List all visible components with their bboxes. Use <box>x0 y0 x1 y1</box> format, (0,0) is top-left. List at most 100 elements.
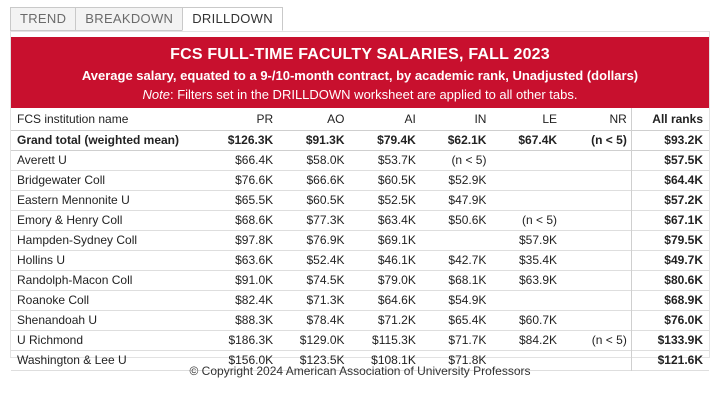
copyright-text: © Copyright 2024 American Association of… <box>189 364 531 378</box>
table-cell: $68.6K <box>235 213 274 227</box>
institution-name-cell: Shenandoah U <box>17 313 98 327</box>
institution-name-cell: Hollins U <box>17 253 66 267</box>
column-header[interactable]: AI <box>348 108 420 131</box>
table-cell: $57.2K <box>630 190 709 210</box>
table-row[interactable]: Hampden-Sydney Coll $97.8K $76.9K $69.1K $57… <box>11 230 709 250</box>
table-cell: $74.5K <box>306 273 345 287</box>
grand-total-row[interactable]: Grand total (weighted mean) $126.3K $91.… <box>11 130 709 151</box>
table-cell: $67.4K <box>490 130 562 151</box>
table-row[interactable]: Averett U $66.4K $58.0K $53.7K (n < 5) $57.5K <box>11 150 709 170</box>
table-row[interactable]: Hollins U $63.6K $52.4K $46.1K $42.7K $35.4K $… <box>11 250 709 270</box>
tab-drilldown[interactable]: DRILLDOWN <box>182 7 283 31</box>
table-cell: $88.3K <box>235 313 274 327</box>
table-cell: $123.5K <box>299 353 345 367</box>
table-cell: $60.5K <box>306 193 345 207</box>
dashboard-title: FCS FULL-TIME FACULTY SALARIES, FALL 202… <box>170 46 550 63</box>
table-cell: $47.9K <box>448 193 487 207</box>
table-cell: $53.7K <box>377 153 416 167</box>
tab-trend[interactable]: TREND <box>10 7 76 31</box>
table-cell: $69.1K <box>377 233 416 247</box>
table-cell: (n < 5) <box>591 333 627 347</box>
table-cell: $63.9K <box>519 273 558 287</box>
table-cell: $156.0K <box>228 353 274 367</box>
table-cell: $82.4K <box>235 293 274 307</box>
table-row[interactable]: Emory & Henry Coll $68.6K $77.3K $63.4K $50.… <box>11 210 709 230</box>
table-cell: $93.2K <box>630 130 709 151</box>
table-cell: $76.9K <box>306 233 345 247</box>
table-cell: $60.5K <box>377 173 416 187</box>
institution-name-cell: Bridgewater Coll <box>17 173 106 187</box>
salary-table: FCS institution name PR AO AI IN LE NR A… <box>11 108 709 371</box>
table-cell <box>561 250 631 270</box>
institution-name-cell: Averett U <box>17 153 67 167</box>
table-row[interactable]: Eastern Mennonite U $65.5K $60.5K $52.5K $47… <box>11 190 709 210</box>
table-cell: $76.6K <box>235 173 274 187</box>
table-row[interactable]: U Richmond $186.3K $129.0K $115.3K $71.7K $84… <box>11 330 709 350</box>
table-cell: $68.1K <box>448 273 487 287</box>
table-cell: $71.8K <box>448 353 487 367</box>
table-cell: $66.4K <box>235 153 274 167</box>
institution-name-cell: U Richmond <box>17 333 84 347</box>
table-cell: $84.2K <box>519 333 558 347</box>
table-cell: $77.3K <box>306 213 345 227</box>
table-row[interactable]: Bridgewater Coll $76.6K $66.6K $60.5K $52.9K… <box>11 170 709 190</box>
table-cell: $63.6K <box>235 253 274 267</box>
table-cell: $129.0K <box>299 333 345 347</box>
table-cell: $126.3K <box>205 130 278 151</box>
table-cell: $91.3K <box>277 130 349 151</box>
table-cell <box>561 190 631 210</box>
tab-breakdown[interactable]: BREAKDOWN <box>75 7 183 31</box>
tab-bar: TREND BREAKDOWN DRILLDOWN <box>10 7 283 31</box>
table-cell: $71.3K <box>306 293 345 307</box>
table-cell: $71.2K <box>377 313 416 327</box>
table-cell: $133.9K <box>630 330 709 350</box>
column-header[interactable]: LE <box>490 108 562 131</box>
table-cell: $65.4K <box>448 313 487 327</box>
table-cell: $97.8K <box>235 233 274 247</box>
table-cell: $49.7K <box>630 250 709 270</box>
table-header-row: FCS institution name PR AO AI IN LE NR A… <box>11 108 709 131</box>
dashboard-subtitle: Average salary, equated to a 9-/10-month… <box>81 68 639 83</box>
table-row[interactable]: Roanoke Coll $82.4K $71.3K $64.6K $54.9K $68.… <box>11 290 709 310</box>
table-cell: Grand total (weighted mean) <box>11 130 206 151</box>
institution-name-cell: Randolph-Macon Coll <box>17 273 133 287</box>
table-row[interactable]: Washington & Lee U $156.0K $123.5K $108.1K $… <box>11 350 709 370</box>
column-header[interactable]: All ranks <box>630 108 709 131</box>
institution-name-cell: Hampden-Sydney Coll <box>17 233 138 247</box>
table-cell <box>561 310 631 330</box>
table-cell: $57.9K <box>519 233 558 247</box>
table-row[interactable]: Shenandoah U $88.3K $78.4K $71.2K $65.4K $60.… <box>11 310 709 330</box>
table-cell: $52.9K <box>448 173 487 187</box>
column-header[interactable]: PR <box>205 108 278 131</box>
table-cell: $67.1K <box>630 210 709 230</box>
table-cell <box>490 170 561 190</box>
table-cell: $42.7K <box>448 253 487 267</box>
table-cell: $79.4K <box>348 130 420 151</box>
table-cell: $68.9K <box>630 290 709 310</box>
table-cell: $76.0K <box>630 310 709 330</box>
table-cell: $60.7K <box>519 313 558 327</box>
table-cell: $58.0K <box>306 153 345 167</box>
table-cell <box>561 170 631 190</box>
table-cell <box>561 210 631 230</box>
column-header[interactable]: NR <box>561 108 632 131</box>
column-header[interactable]: IN <box>419 108 491 131</box>
column-header[interactable]: FCS institution name <box>11 108 206 131</box>
table-cell: $186.3K <box>228 333 274 347</box>
note-label: Note <box>142 87 170 102</box>
table-cell <box>561 150 631 170</box>
table-cell: $50.6K <box>448 213 487 227</box>
table-cell: $91.0K <box>235 273 274 287</box>
institution-name-cell: Emory & Henry Coll <box>17 213 123 227</box>
table-cell: $54.9K <box>448 293 487 307</box>
table-cell: $71.7K <box>448 333 487 347</box>
table-cell: $115.3K <box>372 333 416 347</box>
column-header[interactable]: AO <box>277 108 349 131</box>
table-cell <box>420 230 491 250</box>
table-row[interactable]: Randolph-Macon Coll $91.0K $74.5K $79.0K $68… <box>11 270 709 290</box>
dashboard-frame: FCS FULL-TIME FACULTY SALARIES, FALL 202… <box>10 31 710 370</box>
table-cell: $64.6K <box>377 293 416 307</box>
table-cell: $78.4K <box>306 313 345 327</box>
institution-name-cell: Washington & Lee U <box>17 353 127 367</box>
table-cell: $46.1K <box>377 253 416 267</box>
